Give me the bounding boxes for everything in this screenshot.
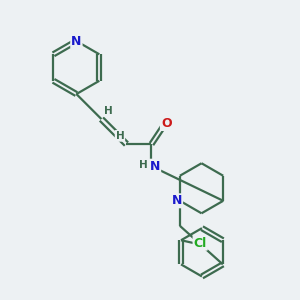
Text: H: H (139, 160, 148, 170)
Text: H: H (116, 131, 124, 141)
Text: N: N (172, 194, 182, 207)
Text: H: H (103, 106, 112, 116)
Text: O: O (161, 117, 172, 130)
Text: N: N (150, 160, 160, 173)
Text: N: N (71, 34, 82, 48)
Text: Cl: Cl (194, 237, 207, 250)
